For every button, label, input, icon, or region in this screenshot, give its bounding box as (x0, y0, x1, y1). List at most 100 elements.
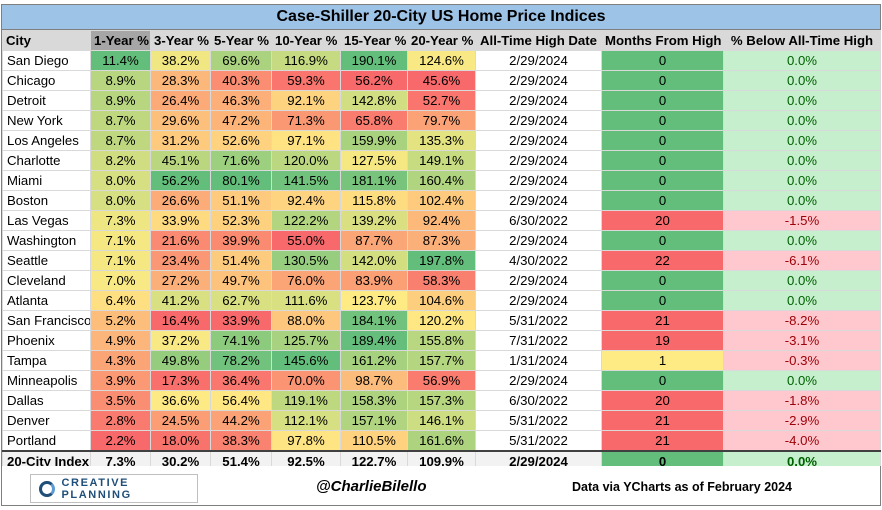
data-cell: 0.0% (723, 190, 881, 211)
data-cell: 22 (601, 250, 724, 271)
data-cell: 157.7% (407, 350, 476, 371)
column-header[interactable]: % Below All-Time High (723, 30, 881, 51)
data-cell: -1.8% (723, 390, 881, 411)
data-cell: 51.1% (210, 190, 272, 211)
data-cell: 102.4% (407, 190, 476, 211)
data-cell: 29.6% (150, 110, 211, 131)
data-cell: 44.2% (210, 410, 272, 431)
data-cell: 120.0% (271, 150, 341, 171)
data-cell: 8.9% (90, 70, 151, 91)
table-row: Minneapolis 3.9% 17.3% 36.4% 70.0% 98.7% 56.9%… (2, 370, 881, 391)
city-cell: Minneapolis (2, 370, 91, 391)
data-cell: 70.0% (271, 370, 341, 391)
data-cell: 83.9% (340, 270, 408, 291)
column-header[interactable]: 5-Year % (210, 30, 272, 51)
data-cell: 19 (601, 330, 724, 351)
data-cell: 21.6% (150, 230, 211, 251)
data-cell: -3.1% (723, 330, 881, 351)
data-cell: 98.7% (340, 370, 408, 391)
data-cell: 8.9% (90, 90, 151, 111)
data-cell: -1.5% (723, 210, 881, 231)
city-cell: Miami (2, 170, 91, 191)
data-cell: 110.5% (340, 430, 408, 452)
data-cell: 69.6% (210, 50, 272, 71)
data-cell: 142.8% (340, 90, 408, 111)
table-row: Miami 8.0% 56.2% 80.1% 141.5% 181.1% 160.4% 2/2… (2, 170, 881, 191)
data-cell: 2/29/2024 (475, 110, 602, 131)
footer: CREATIVE PLANNING @CharlieBilello Data v… (1, 466, 881, 506)
data-cell: 56.9% (407, 370, 476, 391)
city-cell: Seattle (2, 250, 91, 271)
data-cell: 2.8% (90, 410, 151, 431)
data-cell: 97.1% (271, 130, 341, 151)
data-cell: 3.9% (90, 370, 151, 391)
data-cell: 37.2% (150, 330, 211, 351)
data-cell: 184.1% (340, 310, 408, 331)
header-row: City 1-Year % 3-Year % 5-Year % 10-Year % 15-… (2, 30, 881, 51)
data-cell: 145.6% (271, 350, 341, 371)
data-cell: 0.0% (723, 90, 881, 111)
column-header[interactable]: City (2, 30, 91, 51)
data-cell: 2/29/2024 (475, 90, 602, 111)
column-header[interactable]: 3-Year % (150, 30, 211, 51)
city-cell: Boston (2, 190, 91, 211)
data-cell: -8.2% (723, 310, 881, 331)
data-cell: 58.3% (407, 270, 476, 291)
data-cell: 36.4% (210, 370, 272, 391)
column-header[interactable]: All-Time High Date (475, 30, 602, 51)
table-row: Portland 2.2% 18.0% 38.3% 97.8% 110.5% 161.6% 5… (2, 430, 881, 452)
city-cell: San Diego (2, 50, 91, 71)
column-header[interactable]: 20-Year % (407, 30, 476, 51)
data-cell: 79.7% (407, 110, 476, 131)
data-cell: 6.4% (90, 290, 151, 311)
table-row: Chicago 8.9% 28.3% 40.3% 59.3% 56.2% 45.6% 2/29… (2, 70, 881, 91)
data-cell: 8.2% (90, 150, 151, 171)
data-cell: 0.0% (723, 370, 881, 391)
data-cell: 119.1% (271, 390, 341, 411)
city-cell: New York (2, 110, 91, 131)
data-cell: 52.6% (210, 130, 272, 151)
spreadsheet: Case-Shiller 20-City US Home Price Indic… (1, 4, 881, 473)
city-cell: Las Vegas (2, 210, 91, 231)
data-cell: 127.5% (340, 150, 408, 171)
data-cell: 24.5% (150, 410, 211, 431)
data-cell: 189.4% (340, 330, 408, 351)
data-cell: 124.6% (407, 50, 476, 71)
data-cell: 5.2% (90, 310, 151, 331)
table-row: Cleveland 7.0% 27.2% 49.7% 76.0% 83.9% 58.3% 2/… (2, 270, 881, 291)
data-cell: 27.2% (150, 270, 211, 291)
column-header[interactable]: 10-Year % (271, 30, 341, 51)
table-title: Case-Shiller 20-City US Home Price Indic… (2, 5, 880, 30)
data-cell: 7.1% (90, 250, 151, 271)
data-cell: 158.3% (340, 390, 408, 411)
table-row: Tampa 4.3% 49.8% 78.2% 145.6% 161.2% 157.7% 1/3… (2, 350, 881, 371)
table-row: Detroit 8.9% 26.4% 46.3% 92.1% 142.8% 52.7% 2/2… (2, 90, 881, 111)
data-cell: 157.3% (407, 390, 476, 411)
data-cell: 4/30/2022 (475, 250, 602, 271)
column-header[interactable]: Months From High (601, 30, 724, 51)
data-cell: 2/29/2024 (475, 230, 602, 251)
data-cell: 155.8% (407, 330, 476, 351)
data-cell: 161.6% (407, 430, 476, 452)
table-row: Phoenix 4.9% 37.2% 74.1% 125.7% 189.4% 155.8% 7… (2, 330, 881, 351)
data-cell: 2/29/2024 (475, 130, 602, 151)
data-cell: 78.2% (210, 350, 272, 371)
data-cell: 8.7% (90, 130, 151, 151)
data-cell: 7/31/2022 (475, 330, 602, 351)
column-header[interactable]: 1-Year % (90, 30, 151, 51)
home-price-table: City 1-Year % 3-Year % 5-Year % 10-Year % 15-… (2, 30, 881, 472)
data-cell: 0 (601, 270, 724, 291)
data-cell: 0 (601, 290, 724, 311)
data-cell: 38.3% (210, 430, 272, 452)
data-cell: 0.0% (723, 270, 881, 291)
data-cell: 0 (601, 230, 724, 251)
data-cell: 7.1% (90, 230, 151, 251)
data-cell: 71.6% (210, 150, 272, 171)
data-cell: 0 (601, 150, 724, 171)
data-cell: 5/31/2022 (475, 310, 602, 331)
data-cell: 46.3% (210, 90, 272, 111)
column-header[interactable]: 15-Year % (340, 30, 408, 51)
table-row: Seattle 7.1% 23.4% 51.4% 130.5% 142.0% 197.8% 4… (2, 250, 881, 271)
data-cell: 45.1% (150, 150, 211, 171)
table-row: New York 8.7% 29.6% 47.2% 71.3% 65.8% 79.7% 2/2… (2, 110, 881, 131)
